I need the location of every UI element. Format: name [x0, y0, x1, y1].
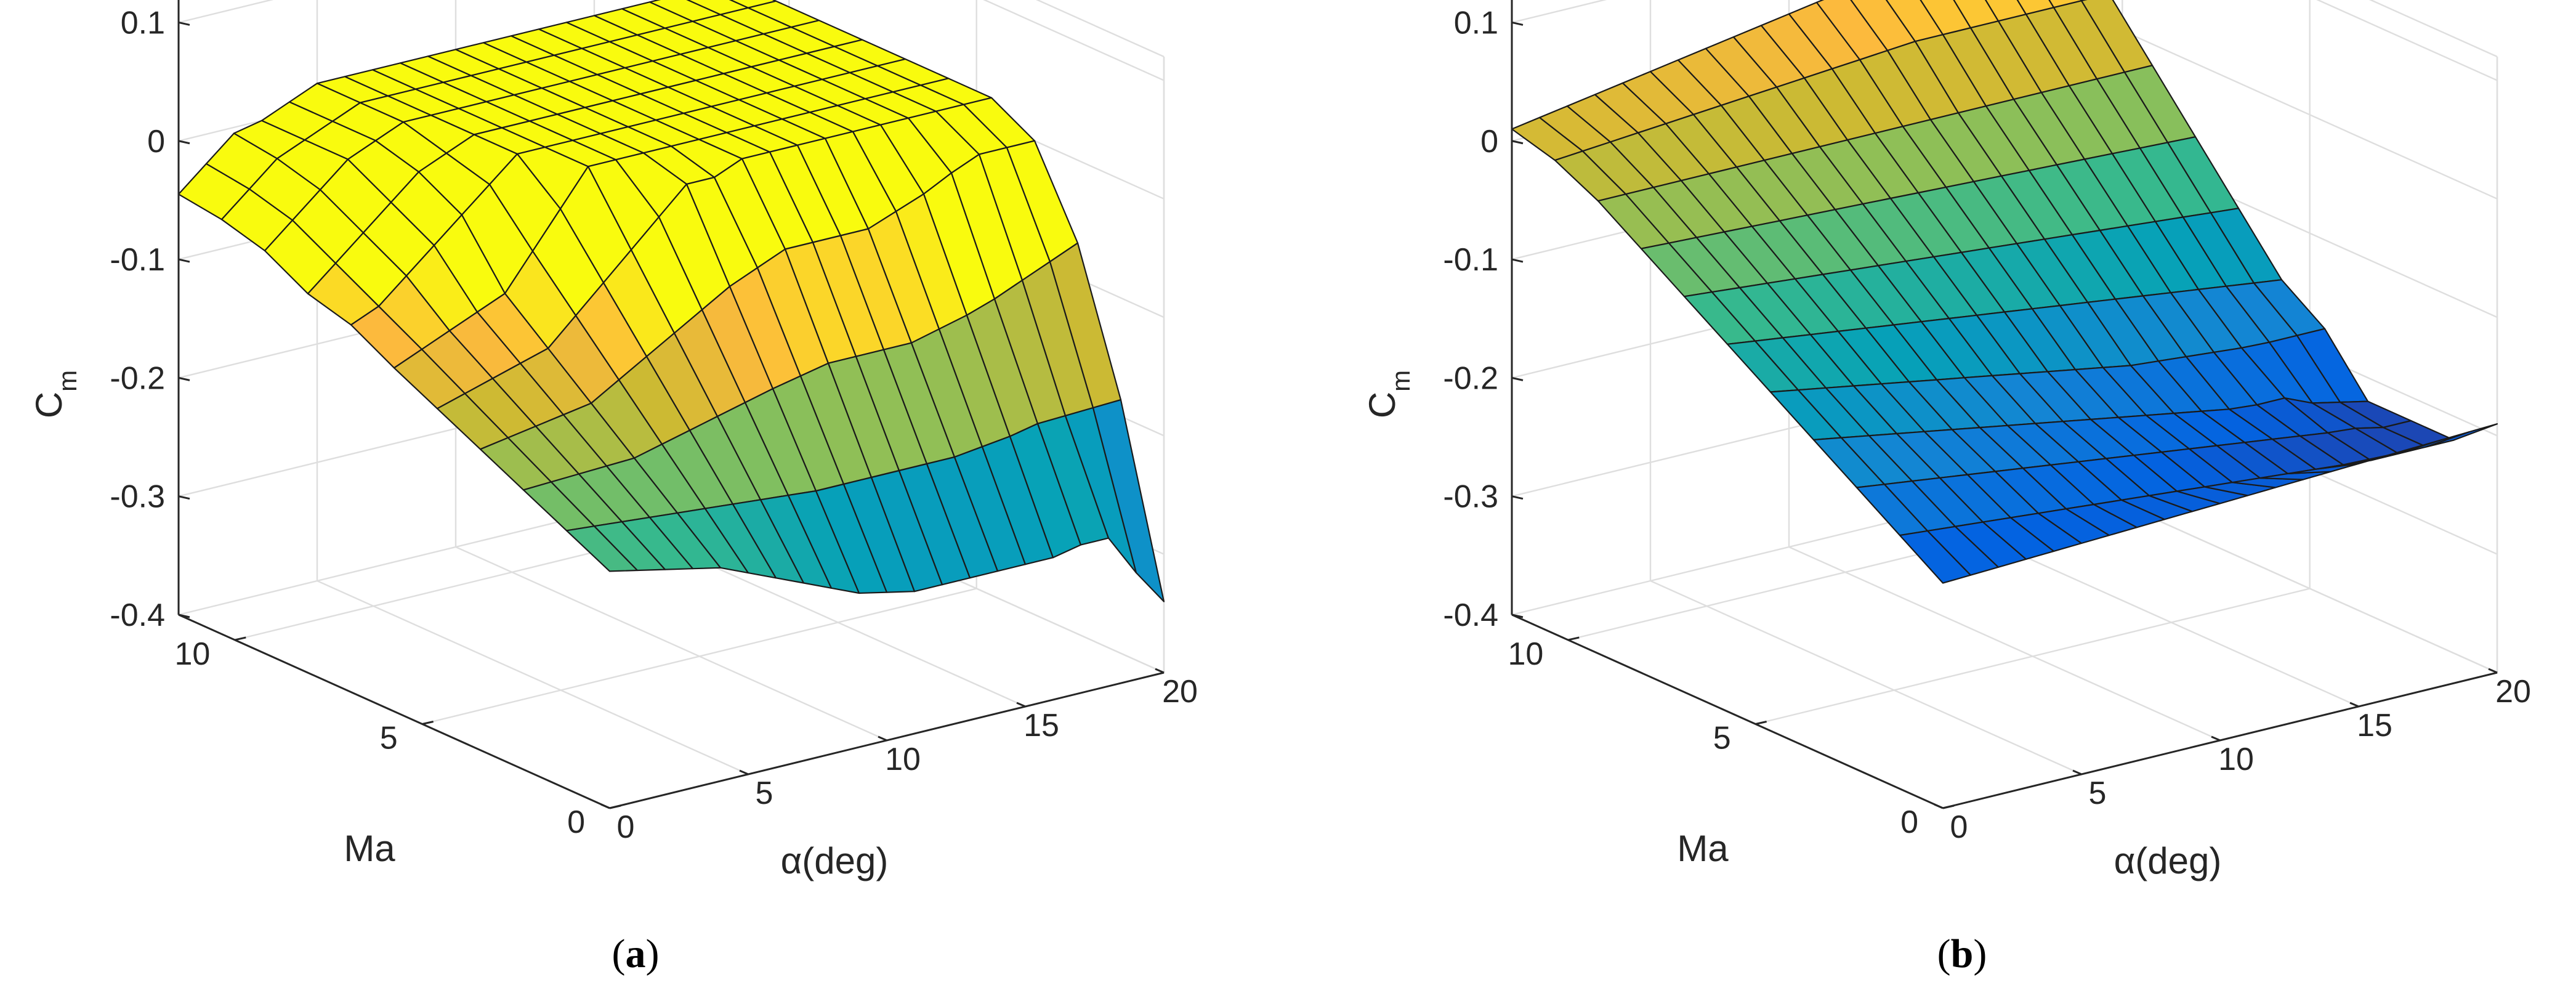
z-tick-label: -0.4	[1443, 597, 1498, 633]
z-tick	[1511, 21, 1524, 26]
ma-tick	[422, 721, 434, 725]
surface-plot-a: -0.4 -0.3 -0.2 -0.1 0 0.1 0 5 10 0 5 10 15 20 Cm Ma α(de…	[28, 0, 1198, 881]
ma-axis-label: Ma	[1677, 828, 1729, 869]
z-tick	[178, 21, 190, 26]
z-tick-label: 0.1	[121, 5, 165, 41]
z-tick-label: -0.3	[1443, 479, 1498, 515]
ma-tick-label: 0	[567, 804, 585, 840]
alpha-tick-label: 20	[1162, 674, 1198, 710]
surface-plot-b: -0.4 -0.3 -0.2 -0.1 0 0.1 0 5 10 0 5 10 15 20 Cm Ma α(de…	[1362, 0, 2531, 881]
alpha-tick	[2211, 735, 2221, 742]
ma-tick-label: 10	[174, 636, 210, 672]
axes: -0.4 -0.3 -0.2 -0.1 0 0.1 0 5 10 0 5 10 15 20	[1443, 0, 2531, 845]
alpha-tick-label: 15	[2357, 708, 2392, 743]
ma-tick	[1755, 721, 1767, 725]
alpha-tick-label: 0	[1950, 809, 1968, 845]
box-edge	[1035, 0, 1165, 58]
z-tick	[178, 376, 190, 381]
z-axis-label: Cm	[28, 370, 82, 418]
z-tick	[178, 613, 190, 618]
alpha-tick	[2349, 702, 2359, 708]
z-axis-label: Cm	[1362, 370, 1415, 418]
z-tick	[1511, 495, 1524, 500]
z-tick-label: -0.1	[110, 242, 165, 278]
ma-axis-label: Ma	[344, 828, 395, 869]
alpha-tick-label: 20	[2495, 674, 2531, 710]
z-tick-label: 0.1	[1454, 5, 1498, 41]
alpha-tick-label: 10	[2218, 742, 2254, 777]
alpha-tick-label: 10	[885, 742, 921, 777]
z-tick-label: -0.3	[110, 479, 165, 515]
ma-tick-label: 0	[1900, 804, 1918, 840]
ma-tick-label: 5	[1713, 720, 1731, 756]
grid-line-ma	[1755, 0, 2311, 725]
z-tick-label: -0.2	[1443, 360, 1498, 396]
z-tick	[1511, 258, 1524, 263]
alpha-tick	[1155, 668, 1165, 674]
grid-line-z	[1511, 0, 2498, 81]
z-tick	[1511, 376, 1524, 381]
z-tick	[1511, 140, 1524, 145]
surface	[1511, 0, 2498, 584]
z-tick	[1511, 613, 1524, 618]
alpha-tick	[878, 735, 887, 742]
z-tick-label: 0	[147, 124, 165, 160]
ma-tick-label: 5	[380, 720, 398, 756]
z-tick-label: -0.4	[110, 597, 165, 633]
z-tick	[178, 140, 190, 145]
alpha-tick-label: 15	[1024, 708, 1059, 743]
surface	[177, 0, 1165, 602]
alpha-tick-label: 5	[2089, 775, 2107, 811]
axes: -0.4 -0.3 -0.2 -0.1 0 0.1 0 5 10 0 5 10 15 20	[110, 0, 1198, 845]
z-tick-label: 0	[1480, 124, 1498, 160]
z-tick-label: -0.1	[1443, 242, 1498, 278]
ma-axis	[1511, 613, 1944, 809]
ma-axis	[178, 613, 610, 809]
z-tick-label: -0.2	[110, 360, 165, 396]
ma-tick	[1567, 636, 1580, 641]
surface-cell	[1092, 399, 1165, 602]
surface-cell	[2425, 423, 2498, 448]
alpha-axis-label: α(deg)	[781, 840, 889, 881]
alpha-tick	[739, 769, 749, 775]
box-edge	[2368, 0, 2498, 58]
grid-line-z	[178, 0, 1165, 81]
alpha-tick	[600, 803, 610, 809]
alpha-tick	[2488, 668, 2498, 674]
alpha-tick	[2072, 769, 2082, 775]
alpha-tick-label: 0	[617, 809, 635, 845]
alpha-tick	[1934, 803, 1944, 809]
panel-label-a: (a)	[612, 931, 660, 976]
alpha-tick-label: 5	[756, 775, 773, 811]
ma-tick	[234, 636, 246, 641]
panel-label-b: (b)	[1937, 931, 1987, 976]
ma-tick	[609, 804, 621, 809]
z-tick	[178, 495, 190, 500]
ma-tick	[1942, 804, 1955, 809]
z-tick	[178, 258, 190, 263]
ma-tick-label: 10	[1508, 636, 1543, 672]
alpha-tick	[1016, 702, 1026, 708]
alpha-axis-label: α(deg)	[2114, 840, 2222, 881]
